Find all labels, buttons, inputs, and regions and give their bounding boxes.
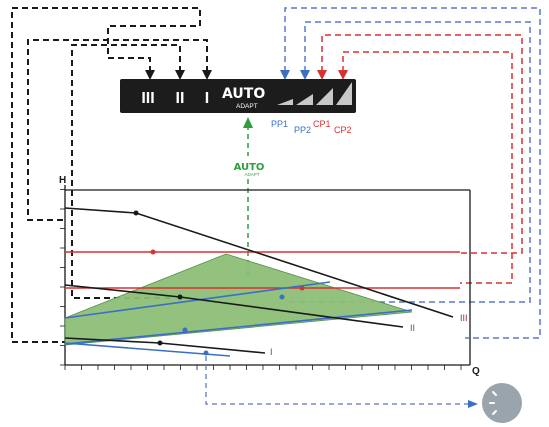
connector-speed-iii — [11, 7, 201, 343]
arrowhead-pp1 — [280, 70, 290, 80]
cp1-wedge[interactable] — [316, 88, 333, 105]
pp1-point — [182, 327, 188, 333]
pp2-label: PP2 — [294, 125, 311, 135]
curve-label-i: I — [270, 347, 273, 357]
fixed-speed-connectors — [11, 7, 208, 343]
mode-label-i[interactable]: I — [205, 90, 209, 107]
connector-speed-ii — [71, 44, 181, 299]
connector-pp2 — [285, 21, 531, 303]
auto-adapt-arrowhead — [243, 117, 253, 128]
mode-label-iii[interactable]: III — [141, 90, 154, 107]
auto-adapt-callout-auto: AUTO — [234, 162, 265, 173]
x-axis-ticks — [64, 365, 462, 370]
arrowhead-speed-ii — [175, 70, 185, 80]
cp-arrowheads — [317, 70, 348, 80]
curve-label-iii: III — [460, 313, 468, 323]
mode-label-ii[interactable]: II — [176, 90, 185, 107]
control-panel: III II I AUTO ADAPT — [120, 79, 356, 113]
fixed-speed-arrowheads — [145, 70, 212, 80]
pp-connectors — [284, 7, 541, 339]
cp1-label: CP1 — [313, 119, 331, 129]
pp-arrowheads — [280, 70, 310, 80]
auto-adapt-callout-bg — [232, 156, 266, 178]
pp2-point — [279, 294, 285, 300]
pp-low-curve — [64, 342, 231, 357]
cp2-point — [150, 249, 156, 255]
y-axis-ticks — [60, 189, 65, 366]
y-axis-label: H — [59, 175, 66, 186]
night-icon-bg — [482, 383, 522, 423]
pp2-wedge[interactable] — [296, 94, 313, 105]
speed-iii-point — [133, 210, 139, 216]
pp1-curve — [64, 309, 413, 345]
speed-i-point — [157, 340, 163, 346]
cp2-wedge[interactable] — [336, 82, 352, 105]
night-setback-connector — [205, 356, 470, 405]
connector-cp1 — [321, 34, 523, 254]
cp-connectors — [321, 34, 523, 284]
x-axis-label: Q — [472, 366, 480, 377]
arrowhead-cp1 — [317, 70, 327, 80]
cp2-label: CP2 — [334, 125, 352, 135]
auto-adapt-callout-adapt: ADAPT — [244, 172, 259, 177]
pp1-wedge[interactable] — [277, 99, 293, 105]
connector-speed-i — [27, 39, 208, 221]
auto-label[interactable]: AUTO — [222, 86, 265, 102]
pp1-label: PP1 — [271, 119, 288, 129]
constant-pressure-curves — [65, 251, 460, 289]
arrowhead-cp2 — [338, 70, 348, 80]
adapt-label: ADAPT — [236, 103, 258, 110]
arrowhead-pp2 — [300, 70, 310, 80]
speed-ii-point — [177, 294, 183, 300]
curve-label-ii: II — [410, 323, 415, 333]
night-setback-arrowhead — [468, 400, 478, 408]
sun-rays — [489, 391, 497, 415]
connector-pp1 — [284, 7, 541, 339]
connector-cp2 — [342, 51, 513, 284]
arrowhead-speed-iii — [145, 70, 155, 80]
auto-adapt-area — [64, 253, 413, 346]
arrowhead-speed-i — [202, 70, 212, 80]
chart-axes — [64, 185, 471, 366]
pp-low-point — [203, 350, 209, 356]
moon-sun-icon[interactable] — [482, 383, 522, 423]
